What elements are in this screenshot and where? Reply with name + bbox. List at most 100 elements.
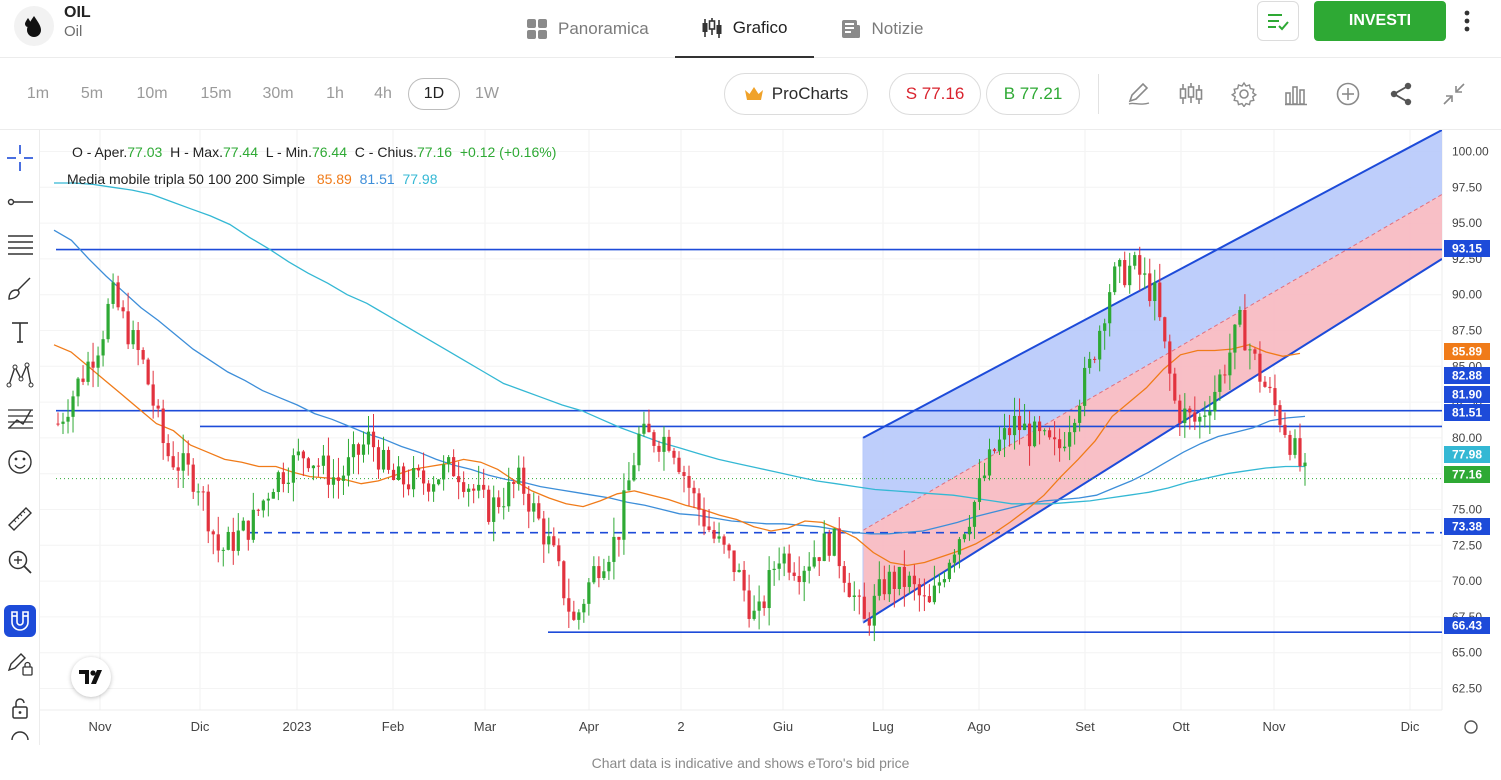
candle-body (622, 490, 626, 540)
candle-body (1068, 432, 1072, 447)
ruler-icon[interactable] (4, 503, 36, 535)
share-icon[interactable] (1387, 80, 1415, 108)
timeframe-1d[interactable]: 1D (408, 78, 460, 110)
timeframe-10m[interactable]: 10m (136, 85, 168, 102)
candle-body (467, 488, 471, 492)
unlock-icon[interactable] (4, 692, 36, 724)
candle-body (1293, 438, 1297, 455)
y-axis-tick: 90.00 (1452, 288, 1482, 302)
candle-body (957, 539, 962, 555)
candle-body (587, 582, 591, 604)
watchlist-button[interactable] (1257, 1, 1299, 41)
candle-body (502, 506, 506, 508)
moving-average-legend[interactable]: Media mobile tripla 50 100 200 Simple 85… (67, 171, 438, 187)
horizontal-lines-icon[interactable] (4, 229, 36, 261)
x-axis-label: 2 (677, 719, 684, 734)
candle-body (657, 445, 661, 452)
tradingview-logo-icon[interactable] (71, 657, 111, 697)
timeframe-30m[interactable]: 30m (262, 85, 294, 102)
candle-body (91, 361, 95, 368)
timeframe-1w[interactable]: 1W (475, 85, 499, 102)
ma-50-value: 85.89 (316, 171, 352, 187)
oil-logo-icon (14, 6, 54, 46)
emoji-icon[interactable] (4, 446, 36, 478)
draw-pencil-icon[interactable] (1125, 80, 1153, 108)
magnet-icon[interactable] (4, 605, 36, 637)
brush-icon[interactable] (4, 273, 36, 305)
candle-body (547, 536, 551, 545)
candle-body (201, 491, 205, 493)
sell-price-button[interactable]: S 77.16 (889, 73, 981, 115)
forecast-tool-icon[interactable] (4, 403, 36, 435)
candle-body (1233, 324, 1237, 353)
trend-line-icon[interactable] (4, 186, 36, 218)
timeframe-1h[interactable]: 1h (326, 85, 344, 102)
candle-body (1163, 317, 1167, 342)
candle-body (472, 488, 476, 491)
y-axis-tick: 97.50 (1452, 180, 1482, 194)
candle-body (492, 497, 496, 522)
channel-upper-line (862, 130, 1442, 439)
buy-price-button[interactable]: B 77.21 (986, 73, 1080, 115)
candle-body (642, 423, 646, 434)
candle-body (672, 450, 676, 458)
candle-body (371, 431, 376, 448)
top-header: OIL Oil Panoramica Grafico Notizie INVES… (0, 0, 1501, 58)
candle-body (1288, 434, 1292, 455)
text-tool-icon[interactable] (4, 316, 36, 348)
tab-chart[interactable]: Grafico (674, 0, 814, 58)
candle-body (477, 484, 481, 491)
close-value: 77.16 (417, 144, 453, 160)
candle-body (597, 566, 601, 579)
tab-overview[interactable]: Panoramica (500, 0, 675, 58)
collapse-icon[interactable] (1440, 80, 1468, 108)
pattern-tool-icon[interactable] (4, 359, 36, 391)
candle-body (962, 534, 967, 540)
ma-200-line (54, 182, 1305, 505)
candle-body (1118, 260, 1122, 267)
candle-body (1298, 438, 1302, 467)
lock-drawings-icon[interactable] (4, 648, 36, 680)
x-axis-label: 2023 (283, 719, 312, 734)
chart-type-icon[interactable] (1177, 80, 1205, 108)
candle-body (727, 544, 731, 551)
candle-body (1213, 391, 1217, 412)
invest-button[interactable]: INVESTI (1314, 1, 1446, 41)
indicators-icon[interactable] (1282, 80, 1310, 108)
procharts-button[interactable]: ProCharts (724, 73, 868, 115)
x-axis-label: Apr (579, 719, 600, 734)
candlestick-chart[interactable]: 100.0097.5095.0092.5090.0087.5085.0082.5… (40, 130, 1501, 745)
price-tag-label: 82.88 (1452, 369, 1482, 383)
price-chart[interactable]: 100.0097.5095.0092.5090.0087.5085.0082.5… (40, 130, 1501, 745)
candle-body (261, 500, 265, 511)
candle-body (1012, 415, 1017, 436)
add-circle-icon[interactable] (1334, 80, 1362, 108)
candle-body (802, 570, 806, 583)
timeframe-5m[interactable]: 5m (80, 85, 104, 102)
candle-body (777, 563, 781, 569)
candle-body (702, 509, 706, 527)
candle-body (1178, 400, 1182, 424)
zoom-in-icon[interactable] (4, 546, 36, 578)
candle-body (411, 468, 416, 490)
candle-body (1138, 255, 1142, 275)
timeframe-4h[interactable]: 4h (374, 85, 392, 102)
candle-body (1093, 358, 1097, 360)
timeframe-1m[interactable]: 1m (26, 85, 50, 102)
candle-body (116, 282, 120, 308)
candle-body (236, 530, 240, 551)
settings-gear-icon[interactable] (1230, 80, 1258, 108)
crosshair-icon[interactable] (4, 142, 36, 174)
candle-body (76, 378, 80, 397)
tab-news[interactable]: Notizie (814, 0, 950, 58)
candle-body (992, 449, 997, 452)
candle-body (246, 520, 250, 540)
timeframe-15m[interactable]: 15m (200, 85, 232, 102)
more-options-icon[interactable] (1456, 6, 1478, 36)
candle-body (266, 498, 270, 501)
price-tag-label: 66.43 (1452, 619, 1482, 633)
candle-body (166, 443, 170, 457)
trash-icon[interactable] (4, 730, 36, 744)
candle-body (241, 520, 245, 531)
candle-body (707, 526, 711, 530)
